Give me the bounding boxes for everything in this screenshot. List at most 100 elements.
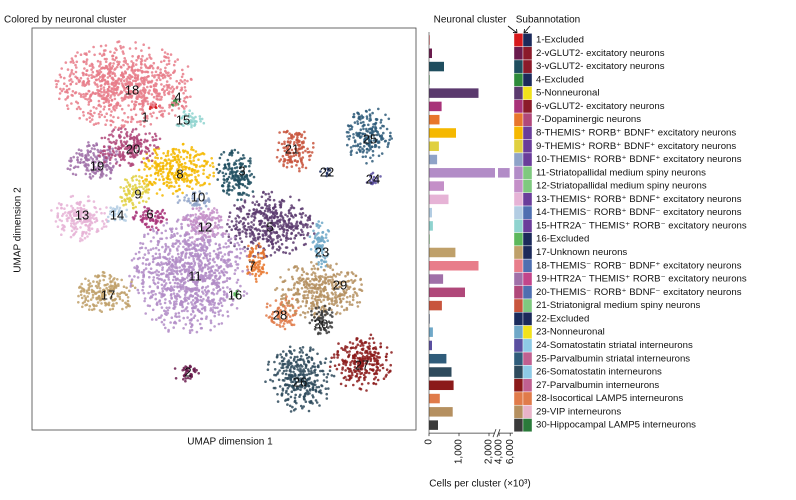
umap-point xyxy=(233,166,237,170)
umap-point xyxy=(195,207,198,210)
umap-point xyxy=(66,91,69,94)
umap-point xyxy=(211,161,214,165)
umap-point xyxy=(276,372,279,376)
umap-point xyxy=(133,216,136,220)
umap-point xyxy=(237,243,241,247)
umap-point xyxy=(208,252,212,255)
umap-point xyxy=(195,183,198,186)
umap-point xyxy=(308,376,312,380)
umap-point xyxy=(171,172,174,175)
umap-point xyxy=(122,63,125,67)
umap-point xyxy=(125,185,128,188)
umap-point xyxy=(157,174,160,177)
umap-point xyxy=(306,390,310,394)
umap-point xyxy=(192,163,196,166)
umap-point xyxy=(160,83,163,86)
umap-point xyxy=(113,51,116,55)
umap-point xyxy=(207,241,211,244)
umap-point xyxy=(322,373,326,376)
umap-point xyxy=(178,289,181,293)
umap-point xyxy=(207,207,210,211)
umap-point xyxy=(286,215,289,218)
umap-point xyxy=(359,128,363,131)
umap-point xyxy=(259,245,262,248)
umap-point xyxy=(129,108,133,112)
umap-point xyxy=(140,91,143,95)
umap-point xyxy=(182,366,186,370)
umap-point xyxy=(280,392,284,395)
umap-point xyxy=(221,171,225,175)
umap-point xyxy=(125,134,129,137)
umap-point xyxy=(359,131,362,135)
umap-point xyxy=(242,216,246,220)
umap-point xyxy=(127,303,130,306)
umap-point xyxy=(251,247,255,251)
umap-point xyxy=(79,93,83,96)
umap-point xyxy=(150,289,154,293)
umap-point xyxy=(301,156,305,159)
umap-point xyxy=(278,235,281,238)
umap-point xyxy=(241,191,245,195)
umap-point xyxy=(290,214,293,218)
umap-point xyxy=(289,395,293,399)
umap-point xyxy=(255,261,258,265)
umap-point xyxy=(109,66,112,70)
umap-point xyxy=(239,178,243,181)
umap-point xyxy=(265,237,269,241)
umap-point xyxy=(136,276,140,279)
umap-point xyxy=(335,367,339,371)
umap-point xyxy=(163,293,166,297)
umap-point xyxy=(238,233,241,237)
umap-point xyxy=(202,152,206,156)
umap-point xyxy=(299,207,303,211)
umap-point xyxy=(90,76,94,79)
umap-point xyxy=(232,224,236,228)
umap-point xyxy=(317,220,321,223)
umap-point xyxy=(184,291,188,295)
umap-point xyxy=(243,178,246,181)
umap-point xyxy=(205,247,208,251)
umap-point xyxy=(102,278,105,282)
umap-point xyxy=(210,157,213,160)
umap-point xyxy=(162,178,165,182)
umap-point xyxy=(76,156,79,159)
umap-point xyxy=(168,249,172,253)
umap-point xyxy=(222,150,226,154)
umap-point xyxy=(263,216,267,220)
umap-point xyxy=(167,86,171,89)
umap-point xyxy=(152,247,155,250)
umap-point xyxy=(117,283,120,286)
umap-point xyxy=(205,192,208,195)
umap-point xyxy=(253,227,257,231)
umap-point xyxy=(249,225,253,228)
umap-point xyxy=(131,55,134,58)
umap-point xyxy=(140,59,144,62)
umap-point xyxy=(145,225,149,229)
umap-point xyxy=(180,165,184,169)
umap-point xyxy=(290,227,293,231)
umap-point xyxy=(97,121,100,125)
umap-point xyxy=(189,313,193,316)
umap-point xyxy=(177,158,181,161)
umap-point xyxy=(288,226,291,229)
umap-point xyxy=(183,196,186,199)
umap-point xyxy=(165,236,168,240)
umap-point xyxy=(155,318,158,321)
umap-point xyxy=(245,186,249,190)
umap-point xyxy=(266,210,270,213)
umap-point xyxy=(90,147,94,150)
umap-point xyxy=(122,187,126,190)
umap-point xyxy=(230,167,233,171)
umap-point xyxy=(112,304,115,308)
umap-point xyxy=(170,181,173,184)
umap-point xyxy=(194,296,198,300)
umap-point xyxy=(119,186,122,189)
umap-point xyxy=(146,209,149,213)
umap-point xyxy=(87,89,90,93)
umap-point xyxy=(182,327,185,330)
umap-point xyxy=(77,294,80,298)
umap-point xyxy=(104,283,108,287)
umap-point xyxy=(304,223,307,227)
umap-point xyxy=(147,249,150,252)
umap-point xyxy=(196,294,200,298)
